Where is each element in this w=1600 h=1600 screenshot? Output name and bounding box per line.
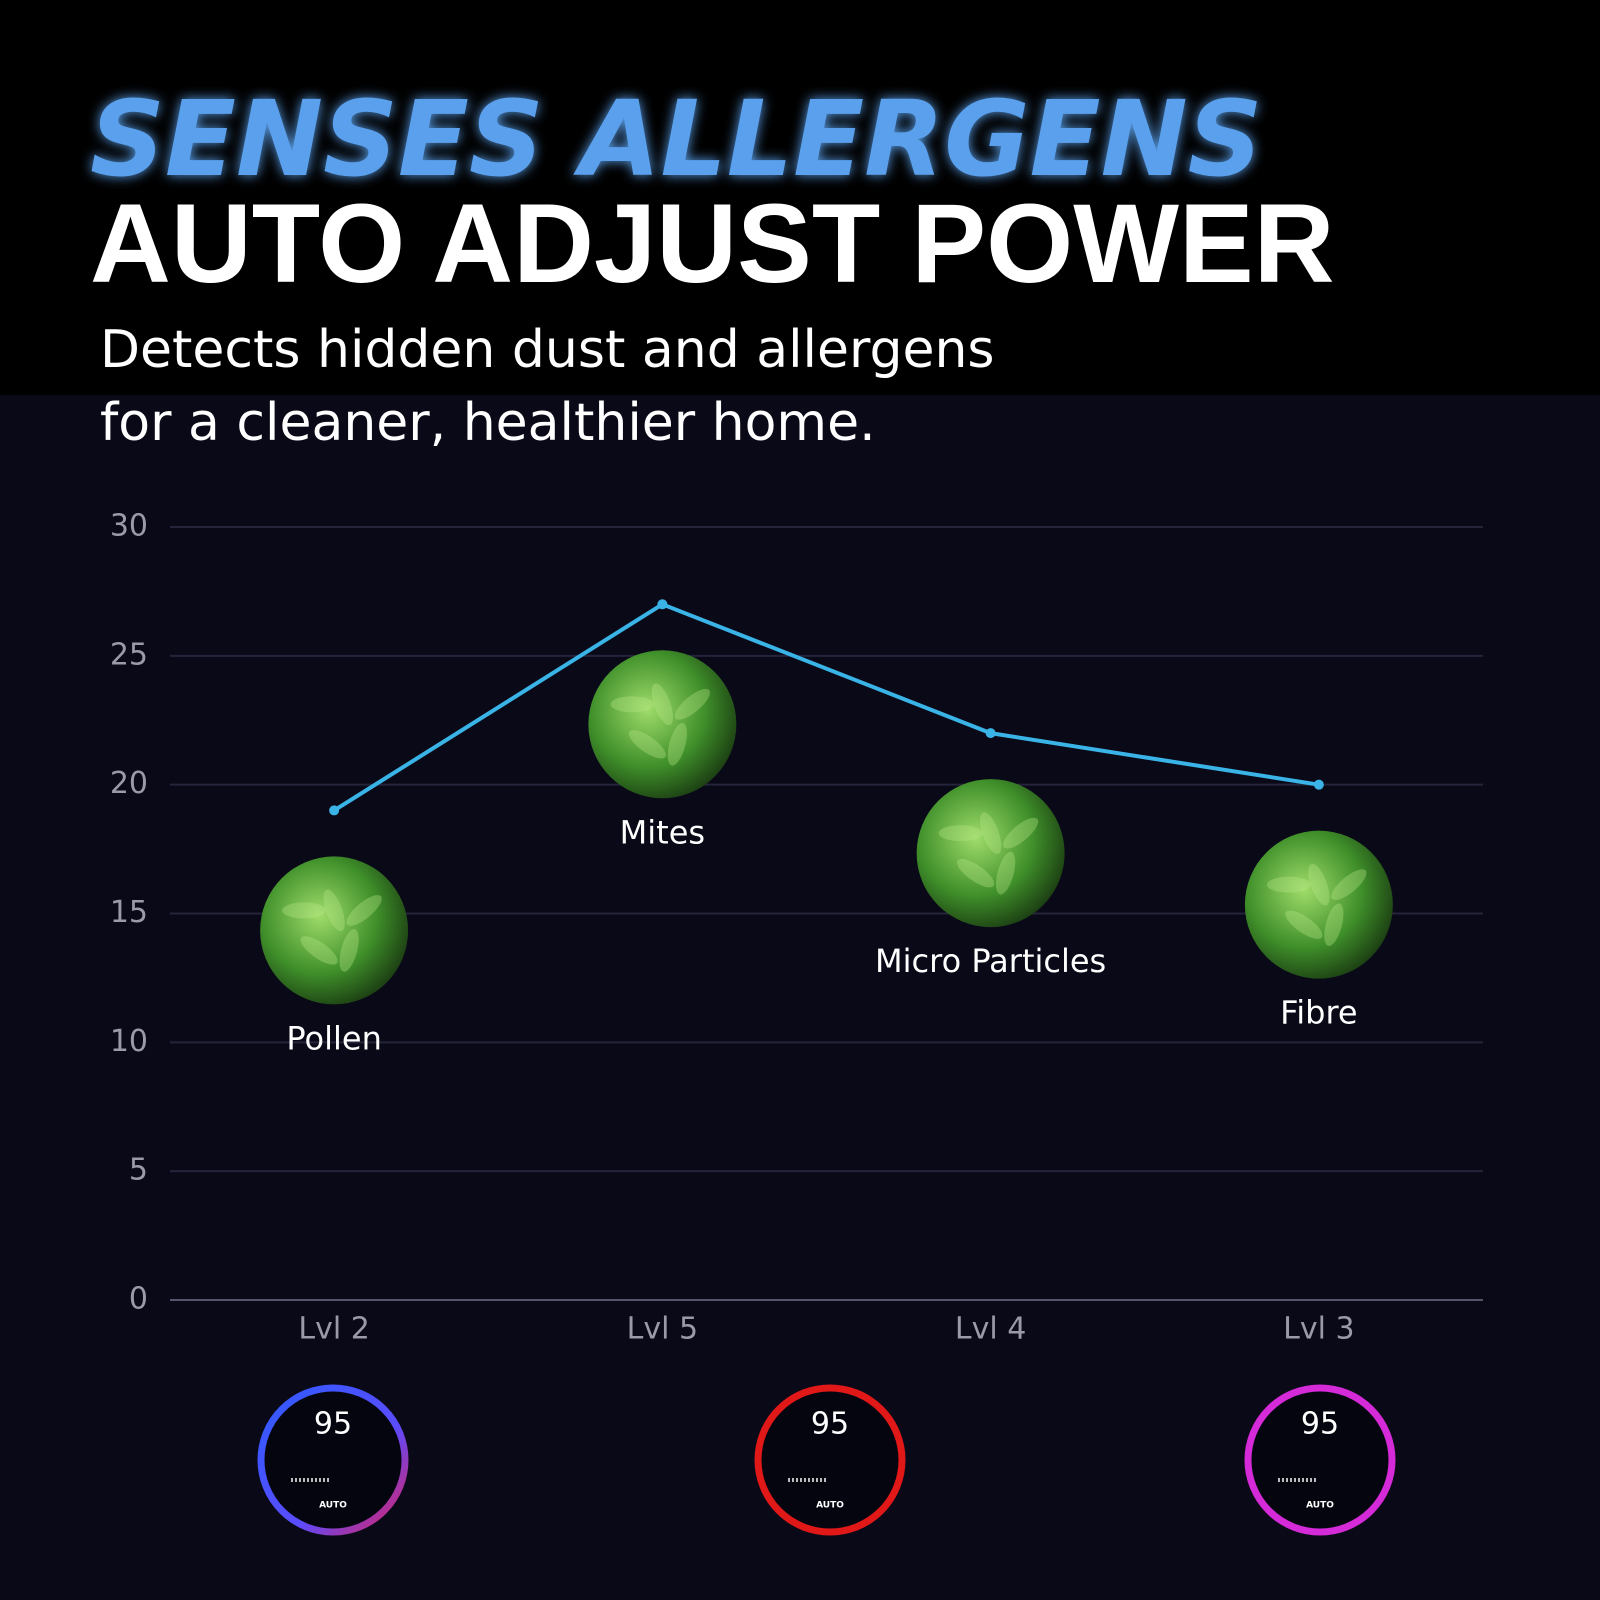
data-point (329, 805, 340, 816)
x-tick-label: Lvl 2 (298, 1312, 369, 1347)
allergen-detail (1308, 863, 1330, 906)
device-ring (754, 1384, 906, 1536)
allergen-detail (957, 858, 995, 888)
y-tick-label: 5 (129, 1153, 148, 1188)
title: SENSES ALLERGENS (90, 78, 1263, 200)
allergen-detail (610, 696, 655, 713)
allergen-detail (282, 902, 327, 919)
annotation: Fibre (1280, 994, 1357, 1032)
allergen-detail (938, 825, 983, 842)
device-reading: 95 (811, 1407, 849, 1442)
y-tick-label: 25 (110, 637, 148, 672)
x-tick-label: Lvl 5 (627, 1312, 698, 1347)
y-tick-label: 30 (110, 509, 148, 544)
device-mode: AUTO (1306, 1501, 1334, 1511)
y-tick-label: 0 (129, 1282, 148, 1317)
allergen-detail (1324, 903, 1344, 947)
device-reading: 95 (1301, 1407, 1339, 1442)
allergen-detail (674, 688, 710, 720)
description: for a cleaner, healthier home. (100, 393, 876, 453)
allergen-detail (339, 929, 359, 972)
device-mode: AUTO (816, 1501, 844, 1511)
device-ring (257, 1384, 409, 1536)
y-tick-label: 20 (110, 766, 148, 801)
device-reading: 95 (314, 1407, 352, 1442)
allergen-detail (323, 889, 345, 932)
allergen-image (916, 779, 1065, 928)
allergen-detail (628, 730, 666, 759)
allergen-detail (996, 851, 1016, 895)
subtitle: AUTO ADJUST POWER (90, 181, 1335, 306)
allergen-detail (300, 936, 338, 965)
device-mode: AUTO (319, 1501, 347, 1511)
allergen-image (1244, 830, 1393, 979)
annotation: Mites (620, 813, 705, 851)
allergen-image (260, 856, 409, 1005)
x-tick-label: Lvl 3 (1283, 1312, 1354, 1347)
y-tick-label: 10 (110, 1024, 148, 1059)
annotation: Pollen (286, 1019, 381, 1057)
device-ring (1244, 1384, 1396, 1536)
annotation: Micro Particles (875, 942, 1106, 980)
data-line (333, 602, 1320, 813)
y-tick-label: 15 (110, 895, 148, 930)
allergen-detail (1285, 910, 1323, 939)
x-tick-label: Lvl 4 (955, 1312, 1026, 1347)
data-point (985, 728, 996, 739)
allergen-detail (667, 722, 687, 766)
allergen-image (588, 650, 737, 799)
allergen-detail (1266, 876, 1311, 893)
allergen-detail (651, 683, 674, 726)
header-band (0, 0, 1600, 395)
data-point (657, 599, 668, 610)
allergen-detail (1003, 817, 1039, 849)
allergen-detail (1331, 869, 1367, 901)
data-point (1313, 779, 1324, 790)
allergen-detail (979, 812, 1002, 854)
allergen-detail (346, 895, 382, 926)
description: Detects hidden dust and allergens (100, 320, 995, 380)
